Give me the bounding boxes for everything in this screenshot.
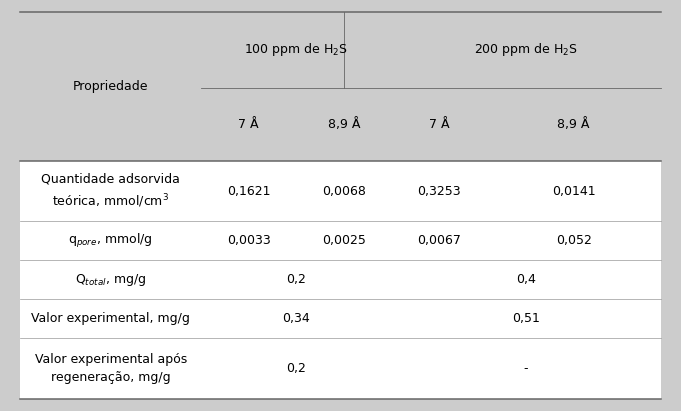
Text: 0,0025: 0,0025 xyxy=(322,234,366,247)
Text: 0,1621: 0,1621 xyxy=(227,185,270,198)
Text: Valor experimental, mg/g: Valor experimental, mg/g xyxy=(31,312,190,326)
Text: Valor experimental após
regeneração, mg/g: Valor experimental após regeneração, mg/… xyxy=(35,353,187,384)
Text: 0,2: 0,2 xyxy=(286,362,306,375)
Text: Propriedade: Propriedade xyxy=(73,80,148,93)
Text: Quantidade adsorvida
teórica, mmol/cm$^3$: Quantidade adsorvida teórica, mmol/cm$^3… xyxy=(42,173,180,210)
Text: 0,51: 0,51 xyxy=(512,312,540,326)
Text: 7 Å: 7 Å xyxy=(429,118,449,131)
Text: 0,0068: 0,0068 xyxy=(322,185,366,198)
Text: 8,9 Å: 8,9 Å xyxy=(558,118,590,131)
Text: 0,0033: 0,0033 xyxy=(227,234,270,247)
Text: Q$_{total}$, mg/g: Q$_{total}$, mg/g xyxy=(75,272,146,288)
Text: 0,4: 0,4 xyxy=(516,273,536,286)
Text: 7 Å: 7 Å xyxy=(238,118,259,131)
Text: 200 ppm de H$_2$S: 200 ppm de H$_2$S xyxy=(474,42,578,58)
Text: 0,3253: 0,3253 xyxy=(417,185,461,198)
Text: 100 ppm de H$_2$S: 100 ppm de H$_2$S xyxy=(244,42,348,58)
Text: 8,9 Å: 8,9 Å xyxy=(328,118,360,131)
Text: -: - xyxy=(524,362,528,375)
Text: 0,34: 0,34 xyxy=(283,312,310,326)
Text: 0,0141: 0,0141 xyxy=(552,185,596,198)
Text: 0,052: 0,052 xyxy=(556,234,592,247)
Text: 0,0067: 0,0067 xyxy=(417,234,461,247)
Text: 0,2: 0,2 xyxy=(286,273,306,286)
Bar xyxy=(20,161,661,399)
Text: q$_{pore}$, mmol/g: q$_{pore}$, mmol/g xyxy=(68,232,153,250)
